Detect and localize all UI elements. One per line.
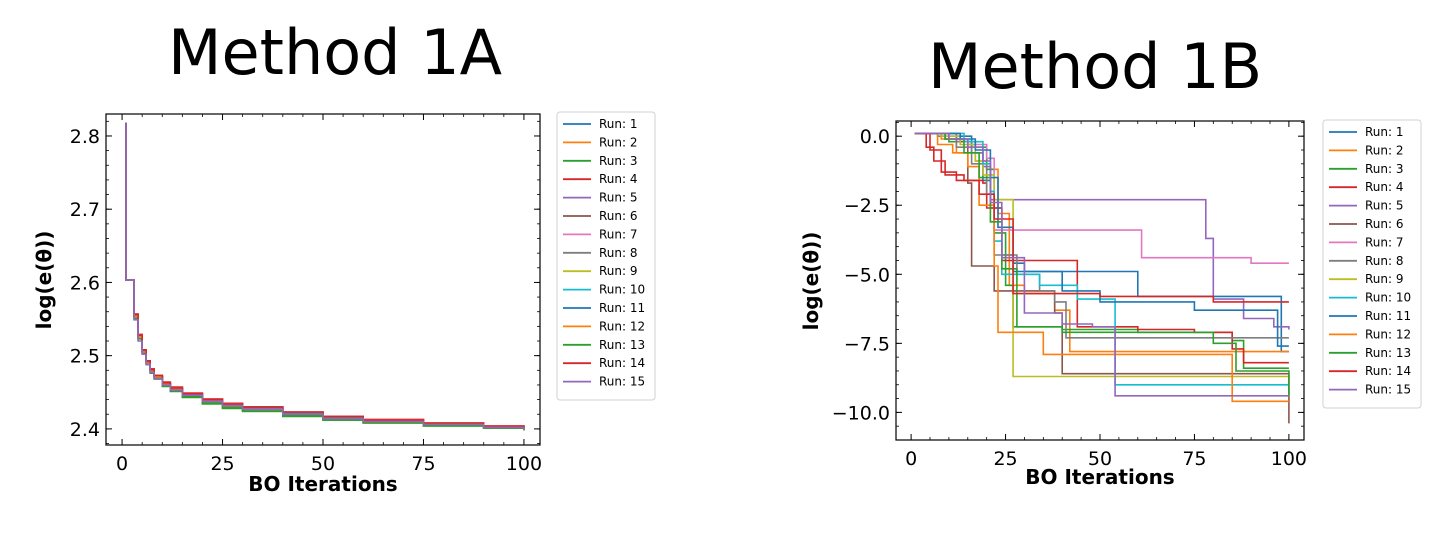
series-line-12 xyxy=(125,122,525,430)
legend-label-12: Run: 12 xyxy=(599,319,645,333)
y-tick-label: 2.4 xyxy=(70,419,100,441)
series-group xyxy=(125,122,525,431)
series-line-6 xyxy=(125,122,525,430)
series-line-14 xyxy=(914,132,1289,303)
plot-frame xyxy=(105,113,541,446)
series-line-14 xyxy=(125,122,525,429)
series-line-13 xyxy=(125,122,525,431)
series-line-11 xyxy=(125,122,525,429)
legend-box xyxy=(556,111,656,401)
y-tick-label: 2.7 xyxy=(70,199,100,221)
legend-box xyxy=(1322,119,1422,409)
legend-label-4: Run: 4 xyxy=(599,172,638,186)
legend-label-8: Run: 8 xyxy=(599,246,638,260)
legend-label-10: Run: 10 xyxy=(1365,291,1411,305)
y-tick-label: −2.5 xyxy=(844,195,890,217)
chart-method-1b: 0 25 50 75 100 0.0 −2.5 −5.0 −7.5 −10.0 BO Iterati… xyxy=(799,119,1422,489)
x-axis-label: BO Iterations xyxy=(248,472,397,496)
x-tick-label: 100 xyxy=(506,453,542,475)
legend-label-8: Run: 8 xyxy=(1365,254,1404,268)
chart-title-method-1b: Method 1B xyxy=(928,30,1263,103)
y-tick-label: 2.8 xyxy=(70,126,100,148)
x-axis-label: BO Iterations xyxy=(1025,465,1174,489)
x-tick-label: 0 xyxy=(905,448,917,470)
series-line-2 xyxy=(125,122,525,430)
legend-label-9: Run: 9 xyxy=(1365,272,1404,286)
legend: Run: 1 Run: 2 Run: 3 Run: 4 Run: 5 Run: 6 Run:… xyxy=(556,111,656,401)
legend-label-14: Run: 14 xyxy=(1365,364,1411,378)
x-tick-label: 75 xyxy=(411,453,435,475)
x-tick-label: 100 xyxy=(1271,448,1307,470)
x-tick-label: 0 xyxy=(116,453,128,475)
legend-label-2: Run: 2 xyxy=(1365,143,1404,157)
y-tick-label: −10.0 xyxy=(832,402,890,424)
x-tick-label: 50 xyxy=(311,453,335,475)
x-tick-label: 25 xyxy=(210,453,234,475)
series-line-7 xyxy=(125,122,525,429)
series-line-5 xyxy=(125,122,525,429)
legend-label-15: Run: 15 xyxy=(599,375,645,389)
series-group xyxy=(914,132,1290,424)
y-tick-label: 2.5 xyxy=(70,346,100,368)
x-tick-label: 25 xyxy=(993,448,1017,470)
legend-label-1: Run: 1 xyxy=(599,117,638,131)
series-line-15 xyxy=(914,132,1289,397)
series-line-10 xyxy=(914,132,1289,386)
legend-label-11: Run: 11 xyxy=(1365,309,1411,323)
series-line-3 xyxy=(125,122,525,431)
y-tick-label: 2.6 xyxy=(70,272,100,294)
series-line-1 xyxy=(125,122,525,429)
legend-label-3: Run: 3 xyxy=(1365,162,1404,176)
legend-label-1: Run: 1 xyxy=(1365,125,1404,139)
series-line-4 xyxy=(125,122,525,429)
legend-label-15: Run: 15 xyxy=(1365,383,1411,397)
y-axis-label: log(e(θ)) xyxy=(799,232,823,331)
y-tick-label: 0.0 xyxy=(860,126,890,148)
series-line-8 xyxy=(125,122,525,430)
plot-frame xyxy=(895,120,1305,441)
chart-title-method-1a: Method 1A xyxy=(168,16,503,89)
x-tick-label: 75 xyxy=(1182,448,1206,470)
series-line-9 xyxy=(125,122,525,430)
legend-label-13: Run: 13 xyxy=(1365,346,1411,360)
legend-label-6: Run: 6 xyxy=(599,209,638,223)
y-axis-label: log(e(θ)) xyxy=(32,231,56,330)
legend-label-4: Run: 4 xyxy=(1365,180,1404,194)
legend-label-2: Run: 2 xyxy=(599,135,638,149)
legend: Run: 1 Run: 2 Run: 3 Run: 4 Run: 5 Run: 6 Run:… xyxy=(1322,119,1422,409)
y-tick-label: −7.5 xyxy=(844,333,890,355)
legend-label-7: Run: 7 xyxy=(599,227,638,241)
legend-label-5: Run: 5 xyxy=(1365,199,1404,213)
legend-label-5: Run: 5 xyxy=(599,191,638,205)
chart-method-1a: 0 25 50 75 100 2.4 2.5 2.6 2.7 2.8 BO Iterations lo… xyxy=(32,111,656,496)
series-line-15 xyxy=(125,122,525,430)
legend-label-13: Run: 13 xyxy=(599,338,645,352)
series-line-12 xyxy=(914,132,1289,403)
legend-label-3: Run: 3 xyxy=(599,154,638,168)
x-tick-label: 50 xyxy=(1088,448,1112,470)
legend-label-10: Run: 10 xyxy=(599,283,645,297)
legend-label-7: Run: 7 xyxy=(1365,235,1404,249)
legend-label-11: Run: 11 xyxy=(599,301,645,315)
series-line-13 xyxy=(914,132,1290,396)
y-tick-label: −5.0 xyxy=(844,264,890,286)
legend-label-9: Run: 9 xyxy=(599,264,638,278)
legend-label-14: Run: 14 xyxy=(599,356,645,370)
legend-label-6: Run: 6 xyxy=(1365,217,1404,231)
legend-label-12: Run: 12 xyxy=(1365,327,1411,341)
series-line-10 xyxy=(125,122,525,429)
